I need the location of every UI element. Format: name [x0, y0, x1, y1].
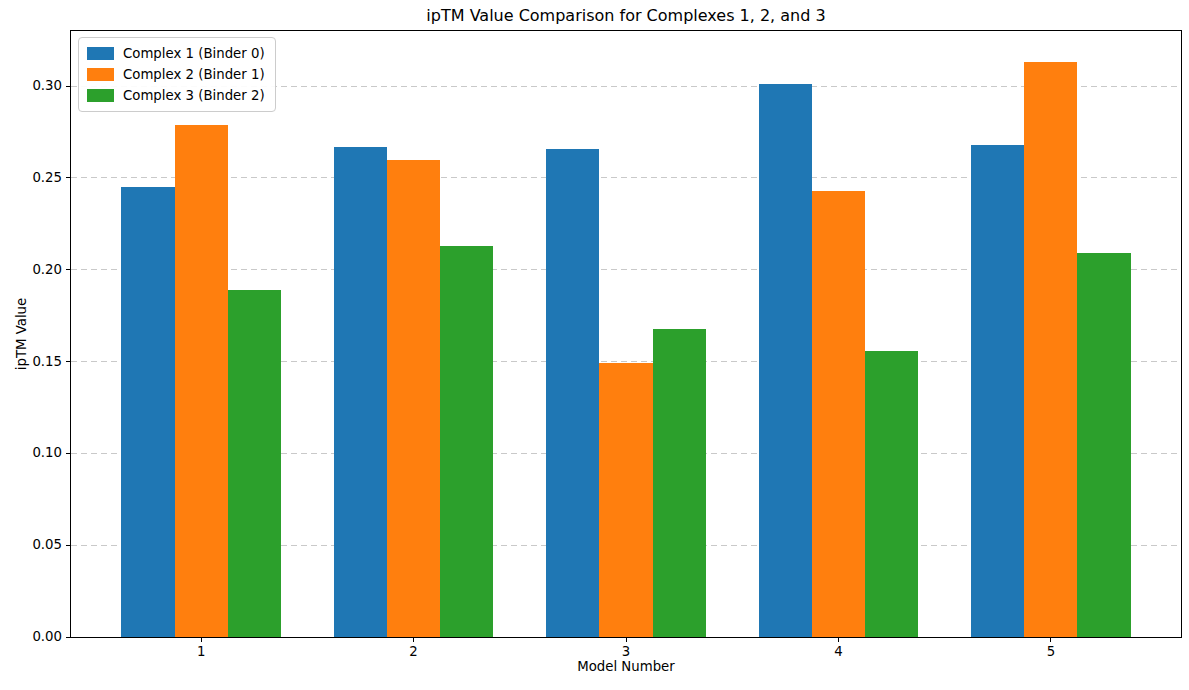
y-tick-mark [66, 86, 70, 87]
legend-entry-3: Complex 3 (Binder 2) [87, 85, 265, 106]
x-axis-label: Model Number [70, 659, 1182, 674]
bar-series1-model5 [971, 145, 1024, 637]
legend-entry-2: Complex 2 (Binder 1) [87, 64, 265, 85]
y-tick-label-0.25: 0.25 [12, 170, 62, 186]
legend-items: Complex 1 (Binder 0) Complex 2 (Binder 1)… [87, 43, 265, 106]
plot-area: Complex 1 (Binder 0) Complex 2 (Binder 1)… [70, 30, 1182, 638]
bar-chart-figure: ipTM Value Comparison for Complexes 1, 2… [0, 0, 1189, 690]
x-tick-mark [1050, 638, 1051, 642]
legend-entry-1: Complex 1 (Binder 0) [87, 43, 265, 64]
y-tick-label-0.00: 0.00 [12, 629, 62, 645]
bar-series1-model4 [759, 84, 812, 637]
y-axis-label: ipTM Value [14, 298, 29, 370]
bar-series1-model3 [546, 149, 599, 637]
legend: Complex 1 (Binder 0) Complex 2 (Binder 1)… [78, 37, 276, 112]
bar-series2-model3 [599, 363, 652, 637]
bar-series2-model5 [1024, 62, 1077, 637]
x-tick-label-3: 3 [596, 644, 656, 660]
bar-series2-model1 [175, 125, 228, 637]
legend-label: Complex 3 (Binder 2) [123, 88, 265, 103]
y-tick-mark [66, 361, 70, 362]
bar-series2-model4 [812, 191, 865, 637]
bar-series2-model2 [387, 160, 440, 637]
bar-series3-model5 [1077, 253, 1130, 637]
legend-swatch-icon [87, 47, 114, 60]
bar-series3-model4 [865, 351, 918, 637]
y-tick-label-0.05: 0.05 [12, 537, 62, 553]
y-tick-label-0.20: 0.20 [12, 262, 62, 278]
x-tick-label-5: 5 [1021, 644, 1081, 660]
x-tick-mark [413, 638, 414, 642]
y-tick-mark [66, 177, 70, 178]
y-tick-label-0.30: 0.30 [12, 78, 62, 94]
legend-label: Complex 2 (Binder 1) [123, 67, 265, 82]
legend-label: Complex 1 (Binder 0) [123, 46, 265, 61]
bar-series3-model2 [440, 246, 493, 637]
y-tick-label-0.10: 0.10 [12, 445, 62, 461]
x-tick-label-4: 4 [808, 644, 868, 660]
bar-series3-model3 [653, 329, 706, 638]
y-tick-mark [66, 453, 70, 454]
y-tick-mark [66, 637, 70, 638]
bar-series1-model2 [334, 147, 387, 637]
legend-swatch-icon [87, 89, 114, 102]
chart-title: ipTM Value Comparison for Complexes 1, 2… [70, 6, 1182, 25]
bar-series1-model1 [121, 187, 174, 637]
bar-series3-model1 [228, 290, 281, 637]
x-tick-label-2: 2 [384, 644, 444, 660]
x-tick-label-1: 1 [171, 644, 231, 660]
x-tick-mark [201, 638, 202, 642]
x-tick-mark [838, 638, 839, 642]
legend-swatch-icon [87, 68, 114, 81]
x-tick-mark [626, 638, 627, 642]
y-tick-mark [66, 269, 70, 270]
y-tick-mark [66, 545, 70, 546]
